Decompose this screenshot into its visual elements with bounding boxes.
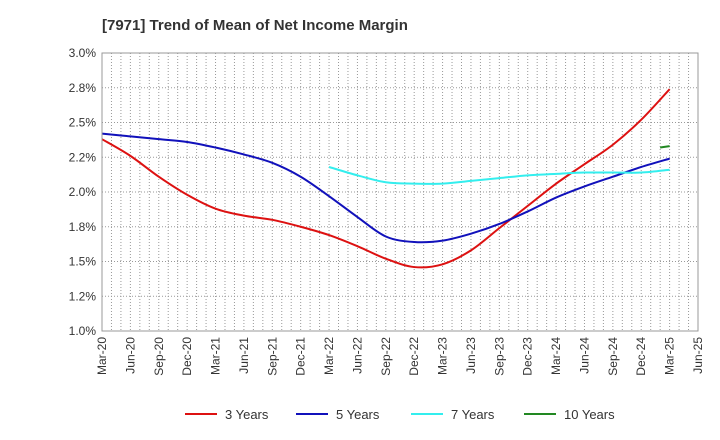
x-tick-label: Dec-22 — [407, 337, 421, 376]
y-tick-label: 2.8% — [69, 81, 97, 95]
y-tick-label: 1.2% — [69, 289, 97, 303]
series-line-3-years — [101, 88, 671, 269]
x-axis: Mar-20 Jun-20 Sep-20 Dec-20 Mar-21 Jun-21 Sep-… — [95, 337, 705, 376]
legend: 3 Years 5 Years 7 Years 10 Years — [185, 407, 615, 422]
series-lines — [101, 88, 671, 269]
series-line-7-years — [328, 166, 670, 185]
x-tick-label: Mar-23 — [436, 337, 450, 375]
x-tick-label: Jun-23 — [464, 337, 478, 374]
x-tick-label: Dec-23 — [521, 337, 535, 376]
x-tick-label: Sep-23 — [492, 337, 506, 376]
y-axis: 1.0% 1.2% 1.5% 1.8% 2.0% 2.2% 2.5% 2.8% 3.0% — [69, 46, 97, 338]
x-tick-label: Dec-20 — [180, 337, 194, 376]
y-tick-label: 2.0% — [69, 185, 97, 199]
legend-label-10-years: 10 Years — [564, 407, 615, 422]
x-tick-label: Dec-21 — [294, 337, 308, 376]
x-tick-label: Mar-25 — [663, 337, 677, 375]
plot-border — [101, 52, 699, 332]
y-tick-label: 1.0% — [69, 324, 97, 338]
y-tick-label: 1.5% — [69, 255, 97, 269]
series-line-5-years — [101, 132, 670, 244]
chart-title: [7971] Trend of Mean of Net Income Margi… — [102, 17, 408, 34]
y-tick-label: 2.5% — [69, 116, 97, 130]
x-tick-label: Sep-24 — [606, 337, 620, 376]
series-line-10-years — [660, 145, 670, 149]
legend-label-5-years: 5 Years — [336, 407, 380, 422]
x-tick-label: Mar-24 — [549, 337, 563, 375]
y-tick-label: 2.2% — [69, 150, 97, 164]
x-tick-label: Mar-22 — [322, 337, 336, 375]
x-tick-label: Dec-24 — [634, 337, 648, 376]
y-tick-label: 3.0% — [69, 46, 97, 60]
x-tick-label: Jun-24 — [577, 337, 591, 374]
x-tick-label: Jun-22 — [350, 337, 364, 374]
x-tick-label: Sep-22 — [379, 337, 393, 376]
x-tick-label: Jun-20 — [123, 337, 137, 374]
x-tick-label: Mar-21 — [209, 337, 223, 375]
y-tick-label: 1.8% — [69, 220, 97, 234]
x-tick-label: Jun-21 — [237, 337, 251, 374]
grid-lines — [102, 53, 698, 331]
legend-label-7-years: 7 Years — [451, 407, 495, 422]
x-tick-label: Mar-20 — [95, 337, 109, 375]
legend-label-3-years: 3 Years — [225, 407, 269, 422]
x-tick-label: Sep-21 — [265, 337, 279, 376]
x-tick-label: Jun-25 — [691, 337, 705, 374]
x-tick-label: Sep-20 — [152, 337, 166, 376]
